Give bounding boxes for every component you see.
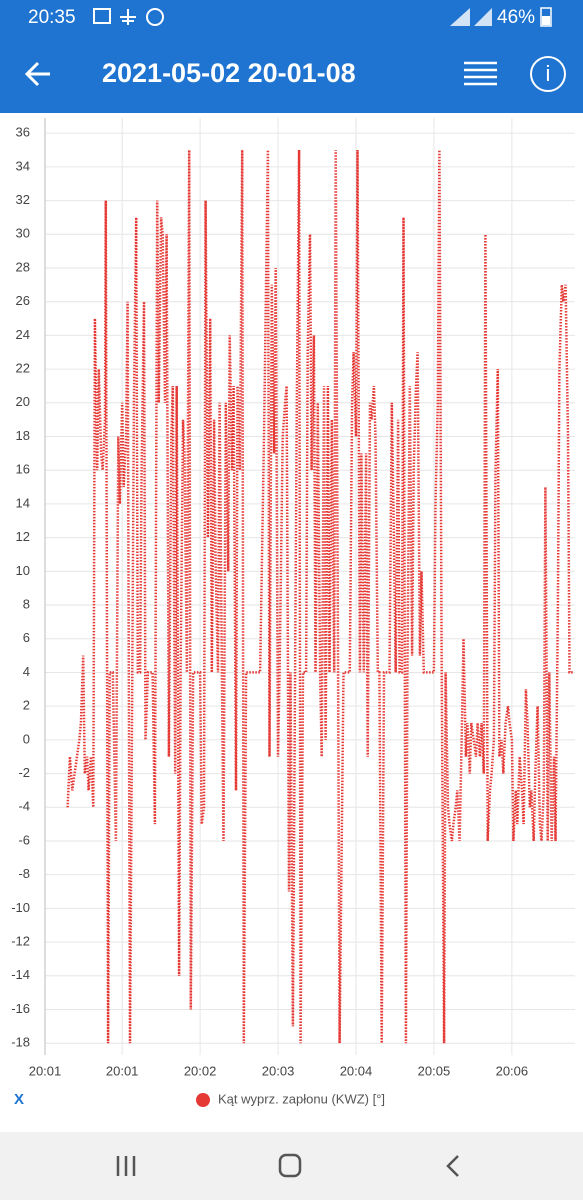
signal-icon xyxy=(450,8,492,26)
status-time: 20:35 xyxy=(28,7,76,28)
x-tick-label: 20:01 xyxy=(29,1063,62,1078)
y-tick-label: -14 xyxy=(11,967,30,982)
x-tick-label: 20:05 xyxy=(418,1063,451,1078)
y-tick-label: 10 xyxy=(16,563,30,578)
y-tick-label: 8 xyxy=(23,596,30,611)
y-tick-label: -8 xyxy=(18,866,30,881)
y-tick-label: -16 xyxy=(11,1001,30,1016)
y-tick-label: -2 xyxy=(18,765,30,780)
y-tick-label: 32 xyxy=(16,192,30,207)
y-tick-label: 30 xyxy=(16,226,30,241)
y-tick-label: 20 xyxy=(16,394,30,409)
app-bar xyxy=(0,0,583,113)
y-tick-label: -4 xyxy=(18,799,30,814)
list-button[interactable] xyxy=(464,61,497,86)
info-icon: i xyxy=(546,61,551,86)
y-tick-label: 16 xyxy=(16,462,30,477)
battery-text: 46% xyxy=(497,7,535,28)
y-tick-label: 18 xyxy=(16,428,30,443)
info-button[interactable] xyxy=(530,56,566,92)
y-tick-label: 28 xyxy=(16,259,30,274)
x-tick-label: 20:01 xyxy=(106,1063,139,1078)
legend-label: Kąt wyprz. zapłonu (KWZ) [°] xyxy=(218,1091,385,1106)
header-title: 2021-05-02 20-01-08 xyxy=(102,58,356,88)
status-icon xyxy=(146,8,164,26)
x-tick-label: 20:06 xyxy=(496,1063,529,1078)
y-tick-label: 4 xyxy=(23,664,30,679)
x-tick-label: 20:03 xyxy=(262,1063,295,1078)
y-tick-label: 22 xyxy=(16,361,30,376)
x-tick-label: 20:02 xyxy=(184,1063,217,1078)
y-tick-label: 0 xyxy=(23,731,30,746)
chart: -18-16-14-12-10-8-6-4-202468101214161820… xyxy=(11,118,575,1107)
y-tick-label: -10 xyxy=(11,900,30,915)
nav-bar xyxy=(0,1132,583,1200)
y-tick-label: -18 xyxy=(11,1035,30,1050)
y-tick-label: 6 xyxy=(23,630,30,645)
y-tick-label: 34 xyxy=(16,158,30,173)
y-tick-label: -12 xyxy=(11,934,30,949)
battery-icon xyxy=(542,16,550,25)
home-button[interactable] xyxy=(278,1153,302,1178)
y-tick-label: 36 xyxy=(16,125,30,140)
back-nav-button[interactable] xyxy=(446,1155,459,1177)
y-tick-label: 26 xyxy=(16,293,30,308)
data-line xyxy=(66,149,574,1044)
y-tick-label: 2 xyxy=(23,698,30,713)
y-tick-label: -6 xyxy=(18,832,30,847)
y-tick-label: 24 xyxy=(16,327,30,342)
y-tick-label: 14 xyxy=(16,495,30,510)
battery-icon xyxy=(540,7,552,27)
status-icon xyxy=(93,8,111,24)
y-tick-label: 12 xyxy=(16,529,30,544)
legend-marker xyxy=(196,1093,210,1107)
status-icon xyxy=(120,9,136,25)
recent-button[interactable] xyxy=(116,1156,136,1176)
x-button[interactable]: X xyxy=(14,1091,24,1108)
back-button[interactable] xyxy=(24,61,50,87)
x-tick-label: 20:04 xyxy=(340,1063,373,1078)
